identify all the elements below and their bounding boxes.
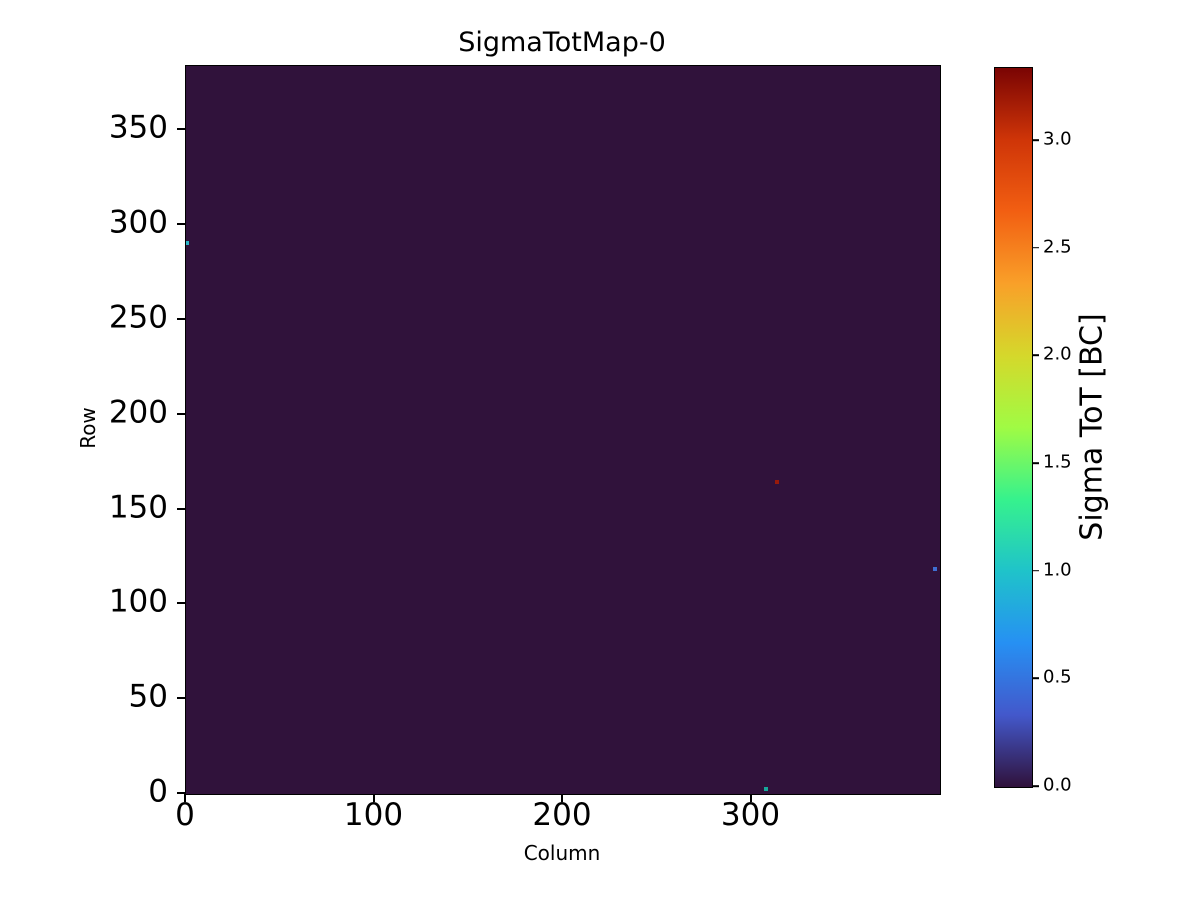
colorbar-tick-mark: [1033, 785, 1039, 787]
y-tick-mark: [177, 602, 185, 605]
colorbar-tick-mark: [1033, 247, 1039, 249]
y-tick-label: 200: [108, 394, 168, 431]
heatmap-outlier-pixel: [775, 480, 779, 485]
colorbar-tick-mark: [1033, 462, 1039, 464]
x-tick-mark: [184, 794, 186, 802]
heatmap-outlier-pixel: [933, 567, 938, 572]
x-tick-label: 100: [343, 797, 404, 833]
y-axis-label: Row: [76, 407, 100, 449]
y-tick-mark: [177, 792, 185, 794]
heatmap-outlier-pixel: [763, 787, 768, 792]
y-tick-mark: [177, 128, 185, 131]
heatmap-plot-area: [185, 65, 941, 795]
colorbar-tick-label: 0.5: [1043, 666, 1072, 688]
y-tick-label: 50: [128, 678, 168, 715]
x-tick-label: 0: [175, 797, 195, 833]
y-tick-mark: [177, 507, 185, 510]
colorbar-tick-label: 2.0: [1043, 344, 1072, 366]
colorbar-tick-mark: [1033, 354, 1039, 357]
colorbar-tick-label: 3.0: [1043, 128, 1072, 150]
chart-title: SigmaTotMap-0: [458, 27, 666, 58]
colorbar-tick-mark: [1033, 569, 1039, 572]
heatmap-outlier-pixel: [186, 241, 189, 246]
y-tick-mark: [177, 697, 185, 700]
y-tick-label: 150: [108, 489, 168, 526]
colorbar-tick-label: 0.0: [1043, 774, 1072, 796]
y-tick-label: 100: [108, 583, 168, 620]
y-tick-label: 0: [148, 773, 168, 810]
colorbar-label: Sigma ToT [BC]: [1074, 313, 1110, 541]
x-tick-mark: [561, 794, 563, 802]
y-tick-mark: [177, 223, 185, 226]
x-tick-label: 200: [532, 797, 592, 833]
colorbar-tick-label: 2.5: [1043, 236, 1072, 258]
colorbar-tick-mark: [1033, 139, 1039, 141]
y-tick-label: 300: [108, 204, 168, 241]
x-tick-mark: [749, 794, 752, 802]
x-tick-label: 300: [720, 797, 781, 833]
y-tick-label: 350: [108, 109, 168, 146]
colorbar-tick-label: 1.5: [1043, 451, 1072, 473]
x-tick-mark: [372, 794, 375, 802]
x-axis-label: Column: [523, 841, 601, 865]
colorbar-tick-label: 1.0: [1043, 559, 1072, 581]
y-tick-mark: [177, 412, 185, 415]
y-tick-mark: [177, 318, 185, 321]
colorbar-tick-mark: [1033, 677, 1039, 680]
colorbar: [994, 67, 1033, 788]
y-tick-label: 250: [108, 299, 168, 336]
